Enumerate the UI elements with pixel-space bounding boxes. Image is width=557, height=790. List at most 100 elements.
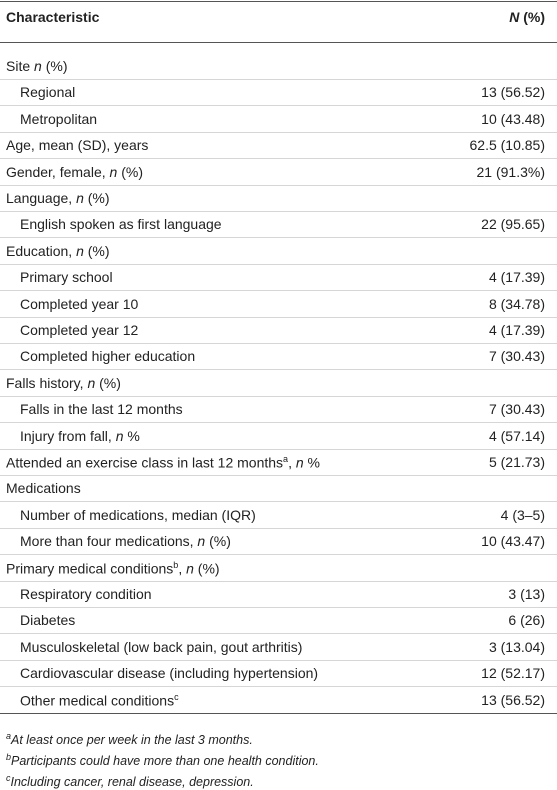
row-value: 6 (26) bbox=[508, 612, 545, 629]
text-part: Regional bbox=[20, 84, 76, 101]
row-label: Completed year 10 bbox=[20, 296, 138, 312]
text-part: Medications bbox=[6, 480, 81, 497]
text-part: (%) bbox=[193, 560, 220, 577]
row-value: 10 (43.47) bbox=[481, 533, 545, 550]
text-part: Language, bbox=[6, 190, 77, 206]
table-row: Falls in the last 12 months 7 (30.43) bbox=[0, 397, 557, 424]
text-part: Number of medications, median (IQR) bbox=[20, 506, 256, 523]
italic-part: n bbox=[76, 242, 84, 259]
footnote-mark: b bbox=[173, 559, 179, 570]
italic-part: n bbox=[115, 427, 124, 444]
row-label: Number of medications, median (IQR) bbox=[20, 507, 256, 523]
table-row: Site n (%) bbox=[0, 54, 557, 80]
text-part: Injury from fall, bbox=[20, 427, 116, 444]
text-part: , bbox=[288, 454, 296, 471]
row-value: 21 (91.3%) bbox=[476, 163, 545, 180]
footnote: cIncluding cancer, renal disease, depres… bbox=[6, 773, 254, 789]
header-rule bbox=[0, 42, 557, 43]
text-part: Diabetes bbox=[20, 612, 76, 629]
table-row: Primary medical conditionsb, n (%) bbox=[0, 556, 557, 582]
table-row: English spoken as first language 22 (95.6… bbox=[0, 212, 557, 239]
row-value: 8 (34.78) bbox=[488, 295, 545, 312]
text-part: Falls history, bbox=[6, 374, 88, 391]
table-row: Number of medications, median (IQR) 4 (3–… bbox=[0, 503, 557, 529]
text-part: (%) bbox=[95, 374, 121, 391]
text-part: (%) bbox=[519, 9, 545, 25]
row-value: 4 (3–5) bbox=[500, 506, 545, 523]
row-label: Falls history, n (%) bbox=[6, 375, 121, 391]
text-part: (%) bbox=[83, 190, 110, 206]
italic-part: n bbox=[34, 58, 42, 74]
table-row: Attended an exercise class in last 12 mo… bbox=[0, 450, 557, 476]
table-row: More than four medications, n (%) 10 (43.… bbox=[0, 529, 557, 556]
text-part: % bbox=[123, 427, 140, 444]
table-row: Primary school 4 (17.39) bbox=[0, 265, 557, 292]
row-value: 7 (30.43) bbox=[488, 348, 545, 365]
row-value: 13 (56.52) bbox=[481, 84, 545, 101]
table-row: Cardiovascular disease (including hypert… bbox=[0, 661, 557, 688]
table-row: Respiratory condition 3 (13) bbox=[0, 582, 557, 608]
text-part: Metropolitan bbox=[20, 110, 98, 127]
italic-part: n bbox=[197, 533, 206, 550]
row-value: 3 (13.04) bbox=[488, 638, 545, 655]
row-value: 22 (95.65) bbox=[481, 216, 545, 233]
table-row: Musculoskeletal (low back pain, gout art… bbox=[0, 635, 557, 661]
row-label: Completed year 12 bbox=[20, 322, 138, 338]
row-value: 10 (43.48) bbox=[481, 110, 545, 127]
footnote-text: At least once per week in the last 3 mon… bbox=[11, 733, 253, 748]
text-part: Musculoskeletal (low back pain, gout art… bbox=[20, 638, 303, 655]
italic-part: n bbox=[186, 560, 194, 577]
italic-part: n bbox=[87, 374, 96, 391]
row-label: Gender, female, n (%) bbox=[6, 164, 143, 180]
italic-part: N bbox=[509, 9, 520, 25]
table-row: Metropolitan 10 (43.48) bbox=[0, 107, 557, 133]
italic-part: n bbox=[295, 454, 304, 471]
header-characteristic: Characteristic bbox=[6, 9, 100, 25]
text-part: % bbox=[303, 454, 320, 471]
table-row: Medications bbox=[0, 476, 557, 503]
text-part: Primary school bbox=[20, 269, 113, 286]
row-label: Regional bbox=[20, 84, 75, 100]
italic-part: n bbox=[109, 163, 118, 180]
table-row: Other medical conditionsc 13 (56.52) bbox=[0, 688, 557, 714]
row-label: More than four medications, n (%) bbox=[20, 533, 231, 549]
text-part: Site bbox=[6, 58, 35, 74]
row-value: 7 (30.43) bbox=[488, 401, 545, 418]
row-value: 13 (56.52) bbox=[481, 691, 545, 708]
text-part: Age, mean (SD), years bbox=[6, 137, 149, 154]
text-part: Gender, female, bbox=[6, 163, 110, 180]
text-part: Completed year 12 bbox=[20, 322, 139, 338]
footnote: aAt least once per week in the last 3 mo… bbox=[6, 731, 253, 747]
row-value: 5 (21.73) bbox=[488, 454, 545, 470]
row-label: Completed higher education bbox=[20, 348, 195, 364]
text-part: , bbox=[178, 560, 187, 577]
row-label: Site n (%) bbox=[6, 58, 67, 74]
table-row: Gender, female, n (%) 21 (91.3%) bbox=[0, 160, 557, 186]
row-label: Respiratory condition bbox=[20, 586, 152, 602]
text-part: Falls in the last 12 months bbox=[20, 401, 183, 418]
row-label: Diabetes bbox=[20, 612, 75, 628]
footnote-mark: a bbox=[6, 731, 12, 741]
row-label: Metropolitan bbox=[20, 111, 97, 127]
footnote-mark: a bbox=[283, 454, 289, 464]
row-label: Primary medical conditionsb, n (%) bbox=[6, 560, 220, 577]
row-label: Other medical conditionsc bbox=[20, 692, 179, 709]
row-label: Primary school bbox=[20, 269, 113, 285]
table-row: Diabetes 6 (26) bbox=[0, 608, 557, 635]
text-part: Respiratory condition bbox=[20, 586, 152, 602]
table-row: Completed year 12 4 (17.39) bbox=[0, 318, 557, 344]
text-part: Completed year 10 bbox=[20, 295, 139, 312]
row-label: Musculoskeletal (low back pain, gout art… bbox=[20, 639, 302, 655]
top-rule bbox=[0, 1, 557, 2]
row-value: 4 (17.39) bbox=[488, 269, 545, 286]
table-row: Regional 13 (56.52) bbox=[0, 80, 557, 107]
text-part: (%) bbox=[117, 163, 143, 180]
row-label: English spoken as first language bbox=[20, 216, 222, 232]
footnote-text: Including cancer, renal disease, depress… bbox=[10, 775, 254, 790]
text-part: (%) bbox=[205, 533, 231, 550]
row-value: 3 (13) bbox=[508, 586, 545, 602]
row-value: 12 (52.17) bbox=[481, 665, 545, 682]
row-label: Medications bbox=[6, 480, 81, 496]
text-part: More than four medications, bbox=[20, 533, 198, 550]
